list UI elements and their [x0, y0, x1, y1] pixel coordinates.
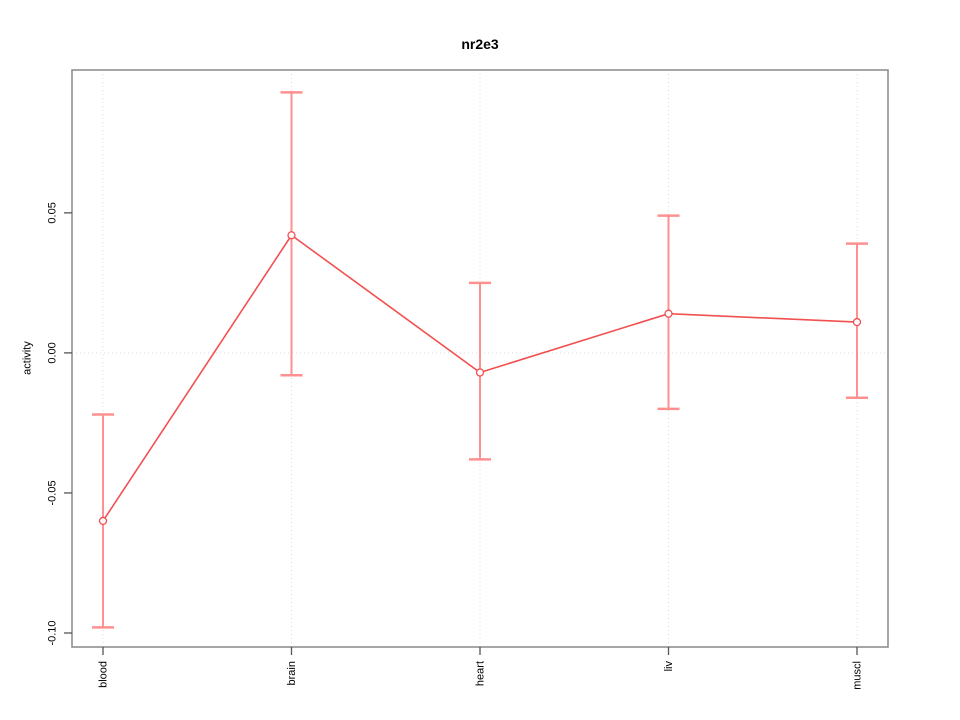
data-point [852, 317, 862, 327]
x-tick-label: liv [663, 661, 675, 672]
data-point [475, 368, 485, 377]
x-tick-label: muscl [852, 661, 864, 690]
x-tick-label: brain [286, 661, 298, 685]
x-tick-label: heart [475, 661, 487, 686]
chart-title: nr2e3 [461, 36, 499, 52]
plot-area: -0.10 -0.05 0.00 0.05 blood brain heart liv musc… [47, 69, 889, 690]
data-point [287, 231, 296, 240]
y-tick-label: 0.05 [47, 202, 59, 223]
x-tick-label: blood [98, 661, 110, 688]
y-tick-label: 0.00 [47, 342, 59, 363]
data-point [98, 516, 108, 526]
y-tick-label: -0.05 [47, 480, 59, 505]
y-axis-label: activity [22, 341, 34, 375]
data-point [664, 309, 673, 318]
y-tick-label: -0.10 [47, 620, 59, 645]
